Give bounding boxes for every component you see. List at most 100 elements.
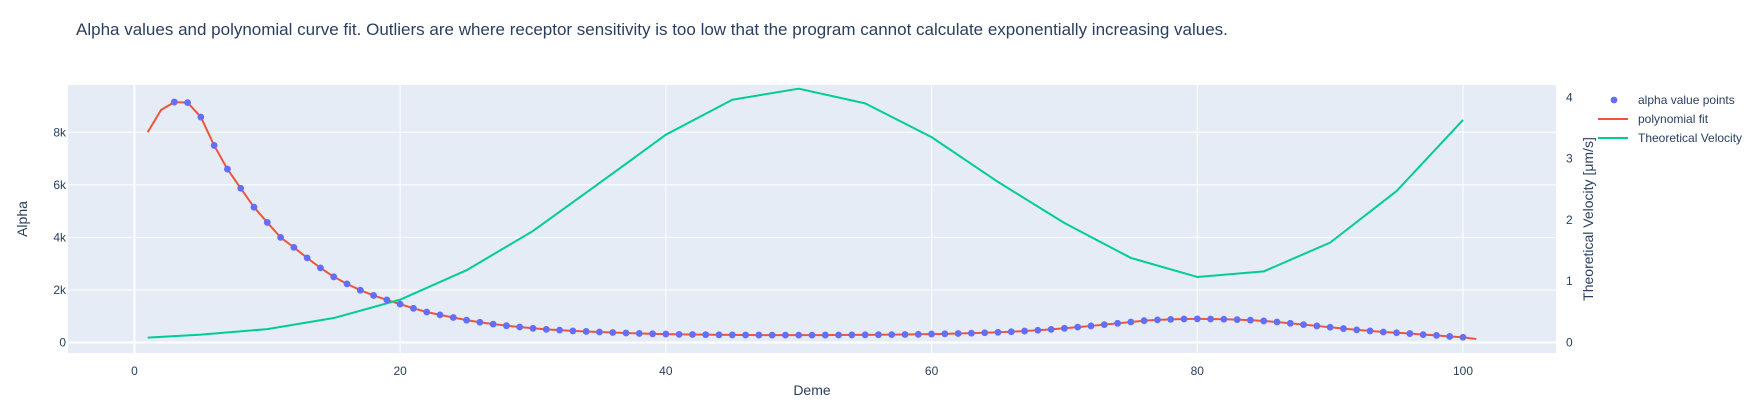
alpha-value-points-point — [1313, 322, 1321, 330]
alpha-value-points-point — [396, 300, 404, 308]
alpha-value-points-point — [383, 296, 391, 304]
y-axis-label: Alpha — [14, 201, 30, 237]
alpha-value-points-point — [1087, 322, 1095, 330]
y2-tick-label: 1 — [1566, 274, 1573, 288]
alpha-value-points-point — [702, 331, 710, 339]
y-tick-label: 4k — [53, 230, 67, 244]
alpha-value-points-point — [303, 254, 311, 262]
alpha-value-points-point — [516, 323, 524, 331]
alpha-value-points-point — [489, 320, 497, 328]
alpha-value-points-point — [1154, 316, 1161, 324]
x-tick-label: 60 — [925, 364, 939, 378]
alpha-value-points-point — [1247, 316, 1254, 324]
alpha-value-points-point — [968, 329, 975, 337]
alpha-value-points-point — [1220, 315, 1228, 323]
alpha-value-points-point — [197, 113, 205, 121]
alpha-value-points-point — [782, 331, 789, 339]
alpha-value-points-point — [1379, 328, 1387, 336]
alpha-value-points-point — [463, 316, 470, 324]
alpha-value-points-point — [436, 311, 444, 319]
alpha-value-points-point — [184, 99, 191, 106]
x-tick-label: 100 — [1453, 364, 1473, 378]
legend-marker-alpha-value-points — [1610, 96, 1618, 104]
alpha-value-points-point — [795, 331, 803, 339]
y2-tick-label: 0 — [1566, 336, 1573, 350]
legend-label-polynomial-fit: polynomial fit — [1638, 112, 1709, 126]
y-tick-label: 0 — [59, 335, 66, 349]
alpha-value-points-point — [848, 331, 856, 339]
theoretical-velocity-line — [147, 87, 1464, 339]
alpha-value-points-point — [542, 325, 550, 333]
alpha-value-points-point — [1300, 321, 1307, 329]
alpha-value-points-point — [755, 331, 763, 339]
alpha-value-points-point — [1007, 328, 1015, 336]
y2-axis-label: Theoretical Velocity [μm/s] — [1580, 137, 1596, 301]
alpha-value-points-point — [1366, 327, 1374, 335]
alpha-value-points-point — [1207, 315, 1214, 323]
alpha-value-points-point — [888, 331, 896, 339]
x-tick-label: 0 — [131, 364, 138, 378]
x-tick-label: 20 — [393, 364, 407, 378]
alpha-value-points-point — [290, 243, 298, 251]
legend[interactable]: alpha value points polynomial fit Theoreti… — [1598, 93, 1742, 145]
y-tick-label: 8k — [53, 125, 67, 139]
alpha-value-points-point — [1286, 319, 1294, 327]
alpha-value-points-point — [356, 286, 364, 294]
alpha-value-points-point — [343, 280, 351, 288]
chart-title: Alpha values and polynomial curve fit. O… — [76, 20, 1228, 39]
plot-background — [68, 85, 1556, 353]
alpha-value-points-point — [596, 328, 603, 336]
alpha-value-points-point — [210, 142, 218, 149]
alpha-value-points-point — [1047, 325, 1055, 333]
alpha-value-points-point — [821, 331, 829, 339]
alpha-value-points-point — [503, 322, 510, 330]
x-tick-label: 80 — [1191, 364, 1205, 378]
y-tick-label: 6k — [53, 178, 67, 192]
alpha-value-points-point — [1114, 319, 1121, 327]
alpha-value-points-point — [1140, 317, 1148, 325]
alpha-value-points-point — [1433, 332, 1440, 339]
alpha-value-points-point — [1034, 326, 1042, 334]
alpha-value-points-point — [1061, 324, 1068, 332]
alpha-value-points-point — [954, 330, 962, 337]
alpha-value-points-point — [449, 314, 457, 321]
alpha-value-points-point — [476, 318, 484, 326]
alpha-value-points-point — [250, 203, 258, 211]
alpha-value-points-point — [224, 165, 231, 173]
alpha-value-points-point — [263, 219, 271, 226]
alpha-value-points-point — [994, 328, 1002, 336]
x-tick-label: 40 — [659, 364, 673, 378]
alpha-value-points-point — [861, 331, 869, 339]
alpha-value-points-point — [1180, 315, 1188, 323]
alpha-value-points-point — [370, 292, 377, 299]
alpha-value-points-point — [635, 330, 643, 337]
alpha-value-points-point — [1233, 316, 1241, 324]
alpha-value-points-point — [410, 304, 417, 312]
alpha-value-points-point — [330, 273, 338, 281]
alpha-value-points-point — [1353, 326, 1361, 334]
alpha-value-points-point — [808, 331, 816, 339]
alpha-value-points-point — [1074, 323, 1082, 331]
alpha-value-points-point — [609, 329, 617, 336]
alpha-value-points-point — [649, 330, 656, 338]
alpha-value-points-point — [1393, 329, 1400, 337]
alpha-value-points-point — [1193, 315, 1201, 323]
axis-ticks: 0 20 40 60 80 100 0 2k 4k 6k 8k 0 1 2 3 4 — [53, 90, 1573, 378]
alpha-value-points-point — [1340, 325, 1347, 332]
alpha-value-points-point — [914, 330, 922, 338]
alpha-value-points-point — [1021, 327, 1028, 335]
alpha-value-points-point — [1260, 317, 1268, 325]
series-layer — [146, 87, 1477, 341]
alpha-value-points-point — [1459, 333, 1467, 341]
alpha-value-points-point — [1167, 315, 1175, 323]
y-tick-label: 2k — [53, 283, 67, 297]
alpha-value-points-point — [835, 331, 842, 339]
alpha-value-points-point — [941, 330, 949, 338]
alpha-value-points-point — [768, 331, 776, 339]
alpha-value-points-point — [662, 330, 670, 338]
y2-tick-label: 4 — [1566, 90, 1573, 104]
alpha-value-points-point — [277, 233, 284, 241]
alpha-value-points-point — [622, 329, 630, 337]
